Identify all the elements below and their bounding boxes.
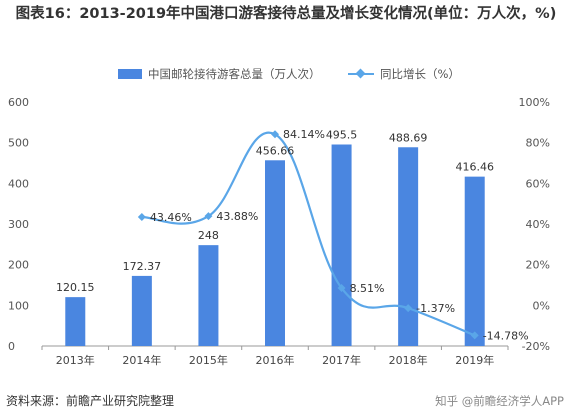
- y-right-tick-label: -20%: [522, 340, 550, 353]
- legend-swatch-line: [348, 69, 374, 79]
- x-tick-label: 2018年: [389, 353, 428, 367]
- x-tick-label: 2015年: [189, 353, 228, 367]
- legend-item-line: 同比增长（%）: [348, 66, 460, 82]
- y-left-tick-label: 600: [8, 96, 29, 109]
- bar: [464, 176, 485, 346]
- growth-point: [337, 284, 346, 293]
- growth-value-label: 43.46%: [150, 211, 192, 224]
- growth-value-label: -14.78%: [483, 329, 529, 342]
- y-right-tick-label: 20%: [526, 259, 550, 272]
- y-right-tick-label: 40%: [526, 218, 550, 231]
- bar-value-label: 456.66: [256, 144, 295, 157]
- y-right-tick-label: 60%: [526, 177, 550, 190]
- bar-value-label: 172.37: [123, 260, 162, 273]
- bar: [131, 275, 152, 346]
- bar: [265, 160, 285, 346]
- bar: [65, 297, 86, 346]
- y-left-tick-label: 500: [8, 137, 29, 150]
- legend-label-line: 同比增长（%）: [380, 67, 460, 81]
- legend-label-bar: 中国邮轮接待游客总量（万人次）: [148, 67, 321, 81]
- y-left-tick-label: 0: [8, 340, 15, 353]
- y-left-tick-label: 300: [8, 218, 29, 231]
- y-left-tick-label: 400: [8, 177, 29, 190]
- bar-value-label: 416.46: [455, 161, 494, 174]
- y-left-tick-label: 200: [8, 259, 29, 272]
- x-tick-label: 2019年: [455, 353, 494, 367]
- y-left-tick-label: 100: [8, 299, 29, 312]
- x-tick-label: 2014年: [122, 353, 161, 367]
- bar-value-label: 248: [198, 229, 219, 242]
- source-note: 资料来源：前瞻产业研究院整理: [6, 394, 175, 408]
- growth-value-label: 43.88%: [216, 210, 258, 223]
- bar: [198, 245, 219, 346]
- bar-value-label: 488.69: [389, 131, 428, 144]
- growth-value-label: 8.51%: [350, 282, 385, 295]
- growth-value-label: -1.37%: [416, 302, 455, 315]
- legend-item-bar: 中国邮轮接待游客总量（万人次）: [118, 66, 321, 82]
- growth-point: [271, 130, 279, 139]
- x-tick-label: 2017年: [322, 353, 361, 367]
- bar: [398, 147, 419, 346]
- growth-point: [404, 304, 413, 313]
- x-tick-label: 2013年: [56, 353, 95, 367]
- growth-value-label: 84.14%: [283, 128, 325, 141]
- footer-watermark: 知乎 @前瞻经济学人APP: [435, 394, 564, 408]
- y-right-tick-label: 0%: [533, 299, 550, 312]
- legend-swatch-bar: [118, 69, 142, 79]
- growth-point: [470, 331, 479, 340]
- growth-point: [137, 212, 146, 221]
- legend: 中国邮轮接待游客总量（万人次） 同比增长（%）: [0, 66, 576, 84]
- y-right-tick-label: 100%: [519, 96, 550, 109]
- bar-value-label: 495.5: [326, 128, 358, 141]
- y-right-tick-label: 80%: [526, 137, 550, 150]
- growth-point: [204, 212, 213, 221]
- bar: [331, 144, 352, 346]
- chart-title: 图表16：2013-2019年中国港口游客接待总量及增长变化情况(单位：万人次，…: [15, 6, 557, 22]
- bar-value-label: 120.15: [56, 281, 95, 294]
- x-tick-label: 2016年: [256, 353, 295, 367]
